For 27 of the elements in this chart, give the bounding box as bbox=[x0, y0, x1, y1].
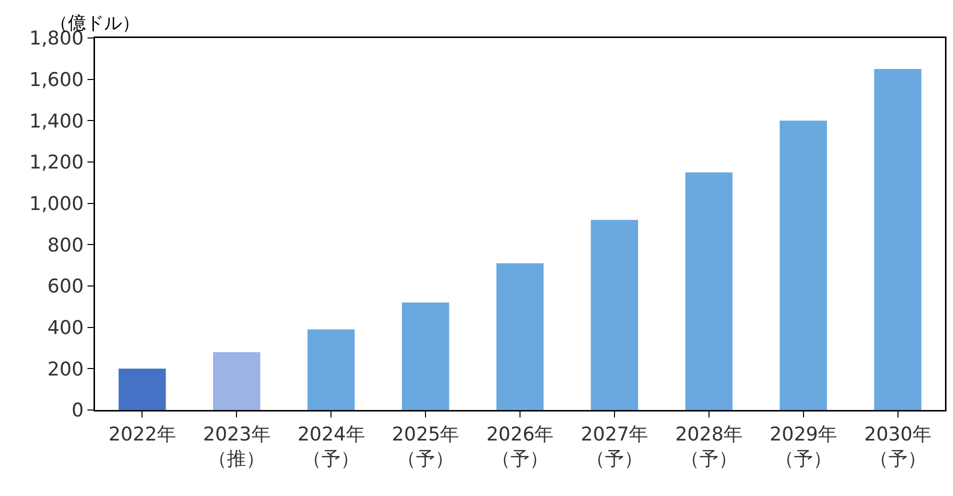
y-tick-label: 1,000 bbox=[29, 192, 84, 215]
bar bbox=[590, 220, 638, 410]
x-tick-label: 2028年（予） bbox=[675, 423, 743, 470]
y-tick-label: 0 bbox=[72, 400, 84, 422]
x-tick-label: 2027年（予） bbox=[580, 423, 648, 470]
y-tick-label: 800 bbox=[47, 234, 84, 256]
bar bbox=[213, 352, 260, 410]
y-tick-label: 1,400 bbox=[29, 110, 84, 132]
bar bbox=[118, 368, 166, 410]
x-tick-label: 2022年 bbox=[108, 423, 176, 446]
bar bbox=[780, 120, 827, 410]
y-tick-label: 1,200 bbox=[29, 152, 84, 174]
y-tick-label: 1,600 bbox=[29, 68, 84, 91]
x-tick-label: 2024年（予） bbox=[297, 423, 365, 470]
x-tick-label: 2026年（予） bbox=[486, 423, 554, 470]
x-tick-label: 2023年（推） bbox=[202, 423, 270, 470]
bar bbox=[402, 302, 450, 410]
bar bbox=[496, 263, 544, 410]
bar bbox=[874, 69, 922, 410]
y-tick-label: 200 bbox=[47, 358, 84, 380]
x-tick-label: 2025年（予） bbox=[392, 423, 460, 470]
y-tick-label: 600 bbox=[47, 276, 84, 298]
x-tick-label: 2030年（予） bbox=[864, 423, 932, 470]
x-tick-label: 2029年（予） bbox=[770, 423, 838, 470]
bar bbox=[308, 329, 355, 410]
y-tick-label: 400 bbox=[47, 316, 84, 339]
bar bbox=[685, 172, 732, 410]
